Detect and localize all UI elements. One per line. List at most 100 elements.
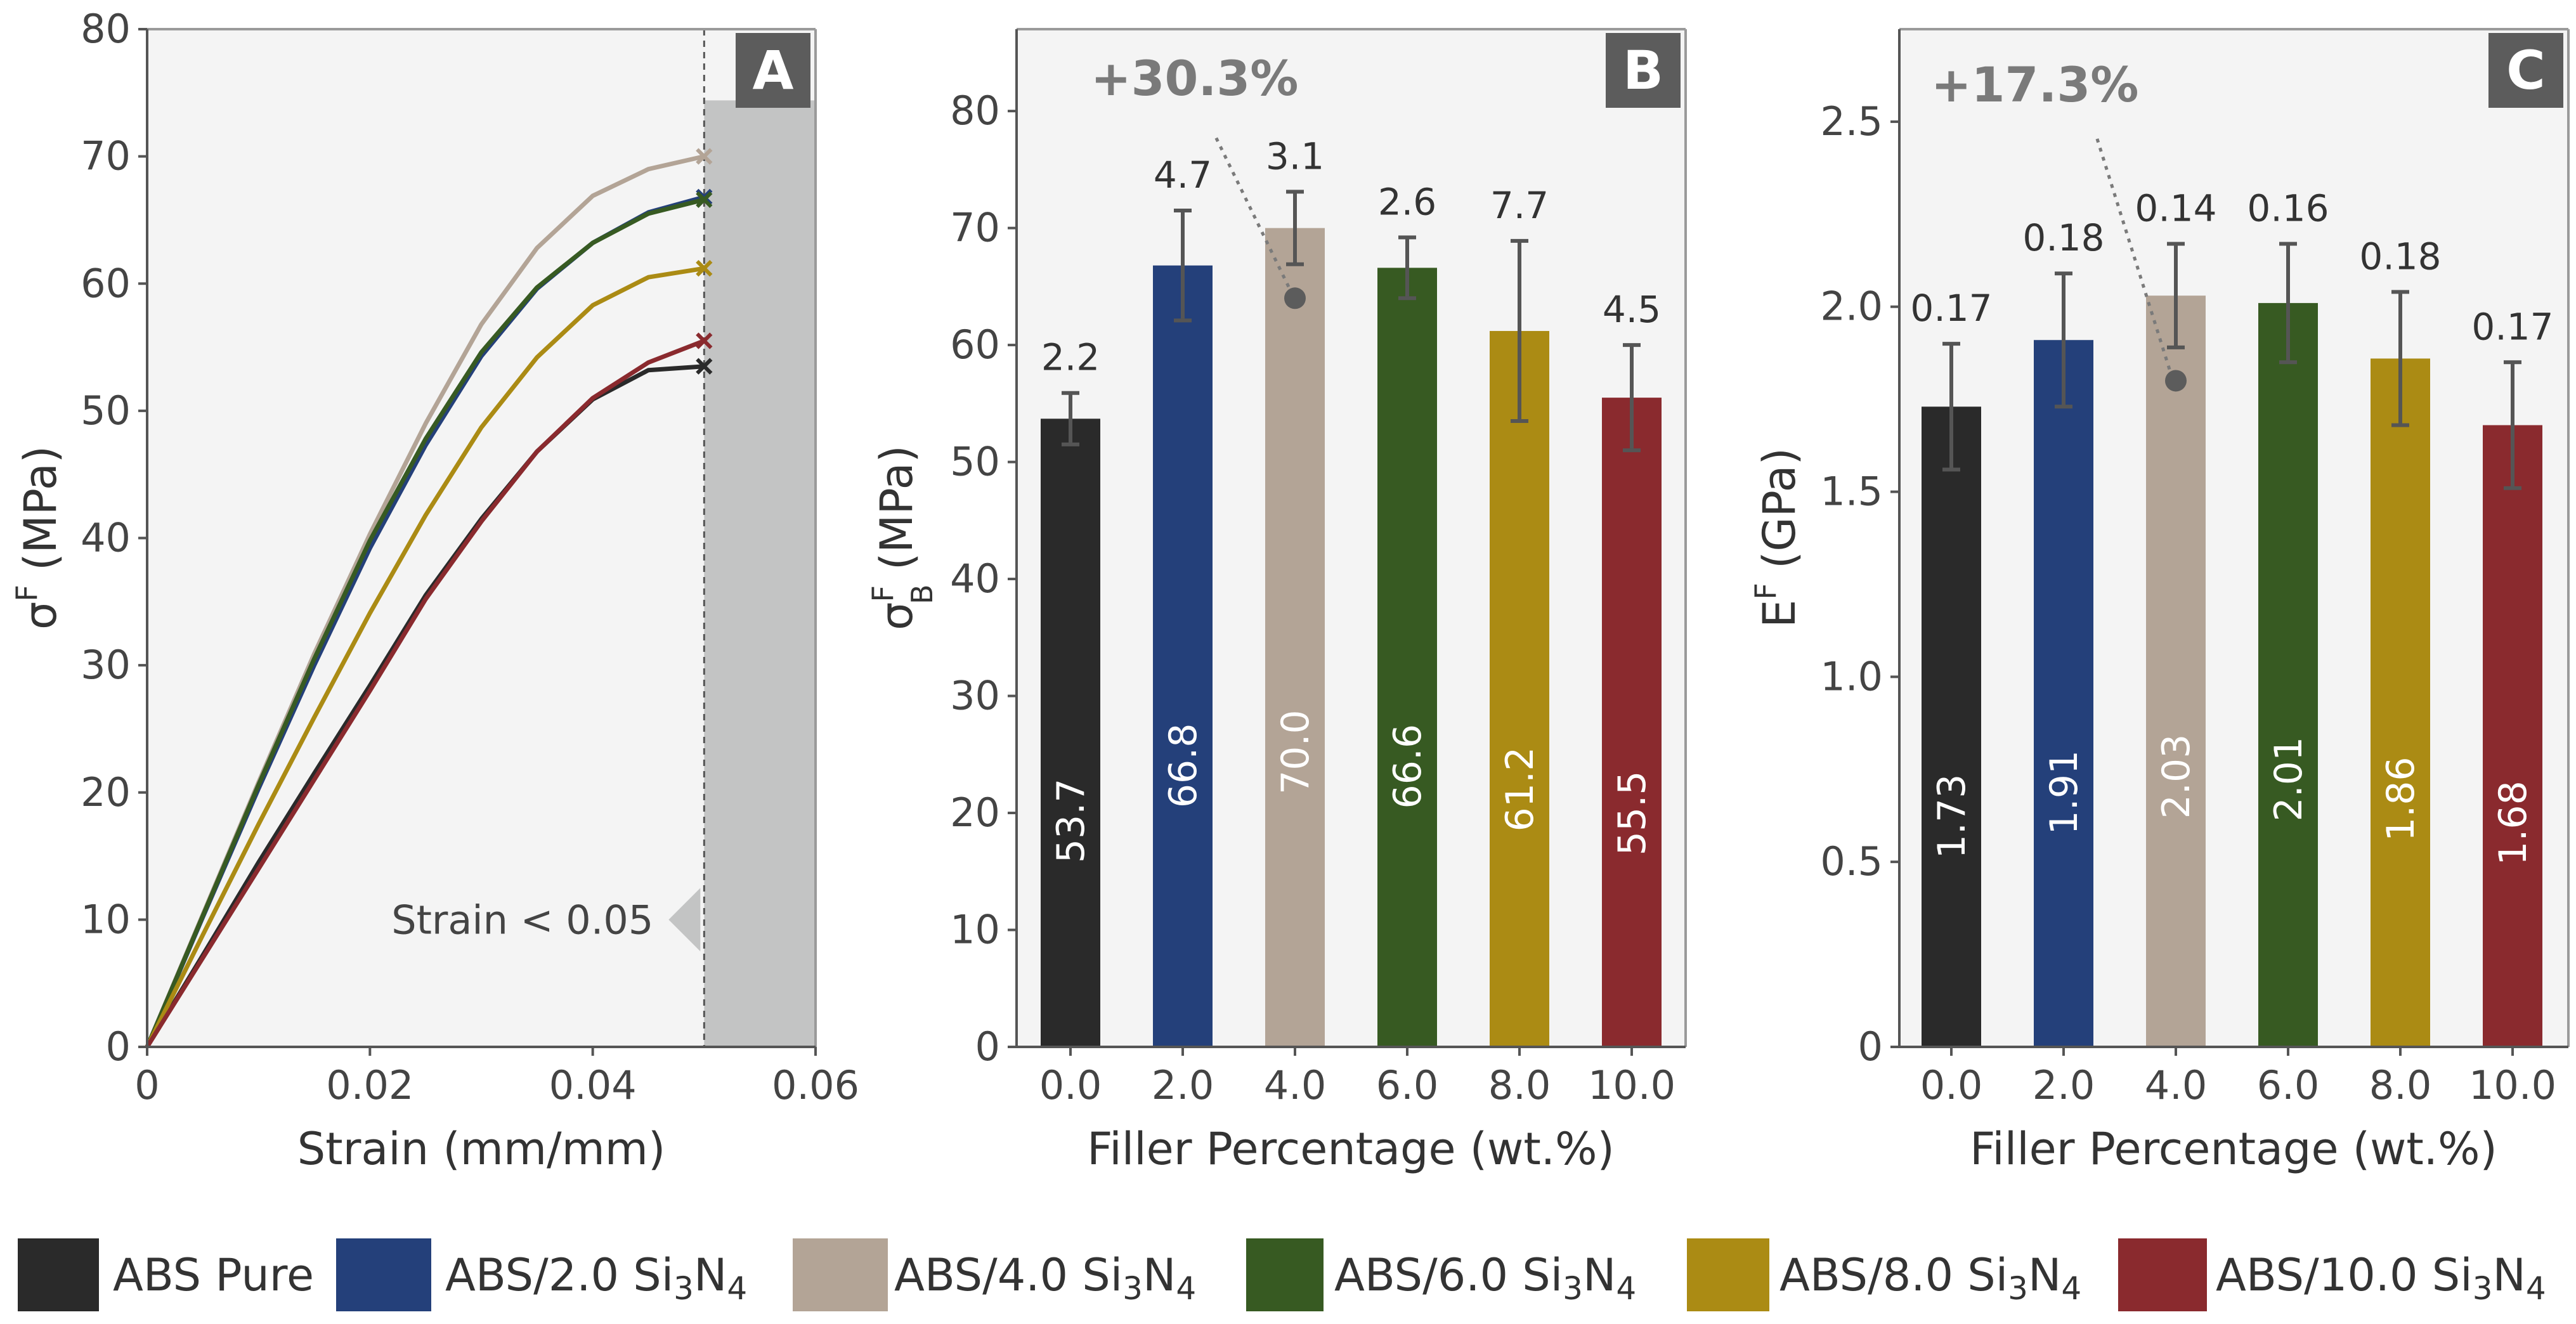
panel-a-axes: 0 10 20 30 40 50 60 70 80 0 0.02 0.04 0.06 [81,6,859,1108]
bar [1602,398,1662,1047]
bar [1153,265,1213,1048]
series-end-marker [696,358,713,375]
error-value-label: 0.18 [2022,216,2104,259]
x-tick-label: 0.04 [549,1062,637,1108]
panel-c-improvement-label: +17.3% [1931,56,2138,113]
x-tick-label: 8.0 [1488,1062,1551,1108]
legend-item-abs-4: ABS/4.0 Si3N4 [793,1238,1196,1311]
panel-a-shaded-region [668,29,816,1048]
legend-text: N [1583,1249,1616,1301]
panel-a-badge-box [736,33,810,108]
error-value-label: 4.7 [1154,153,1212,197]
series-line [145,266,705,1048]
legend-label-abs-2: ABS/2.0 Si3N4 [445,1249,747,1307]
bar [2146,295,2206,1048]
bar-value-label: 1.86 [2379,756,2423,841]
bar-value-label: 1.91 [2042,750,2086,835]
bar-value-label: 2.01 [2267,737,2311,822]
panel-c-axes: 0 0.5 1.0 1.5 2.0 2.5 0.0 2.0 4.0 6.0 8.0 10.0 [1820,28,2570,1108]
bar-value-label: 66.8 [1161,724,1206,808]
bar-value-label: 2.03 [2154,734,2199,819]
panel-a-badge: A [736,33,810,108]
panel-b-improvement-label: +30.3% [1091,50,1298,107]
panel-b-axes: 0 10 20 30 40 50 60 70 80 0.0 2.0 4.0 6.0 8.0 10.0 [950,28,1687,1108]
y-label-unit: (MPa) [871,445,923,584]
panel-a-y-axis-label: σF (MPa) [10,446,67,630]
bar [2371,358,2430,1048]
legend-text: N [1143,1249,1176,1301]
y-tick-label: 1.0 [1820,653,1883,699]
bar [2034,340,2093,1047]
bar [2483,425,2542,1047]
legend-label-abs-8: ABS/8.0 Si3N4 [1779,1249,2081,1307]
legend-subscript: 3 [673,1270,694,1307]
bar [2258,302,2318,1048]
y-tick-label: 30 [950,673,1000,719]
legend-label-abs-6: ABS/6.0 Si3N4 [1334,1249,1636,1307]
legend-text: ABS/8.0 Si [1779,1249,2008,1301]
legend-subscript: 4 [2061,1270,2081,1307]
legend-subscript: 4 [1176,1270,1196,1307]
x-tick-label: 10.0 [2469,1062,2556,1108]
y-tick-label: 1.5 [1820,469,1883,515]
legend-subscript: 3 [2008,1270,2028,1307]
error-value-label: 0.17 [1910,287,1992,330]
y-label-unit: (GPa) [1753,448,1805,583]
y-tick-label: 80 [81,6,131,52]
x-tick-label: 8.0 [2369,1062,2432,1108]
bar-value-label: 1.73 [1930,774,1974,859]
y-tick-label: 10 [81,896,131,942]
error-value-label: 0.17 [2471,305,2553,348]
legend-subscript: 4 [1616,1270,1636,1307]
y-tick-label: 40 [950,555,1000,602]
y-label-superscript: F [1748,583,1783,599]
legend-text: ABS Pure [113,1249,314,1301]
series-line [145,197,705,1048]
y-tick-label: 70 [950,205,1000,251]
y-tick-label: 20 [81,769,131,815]
legend: ABS Pure ABS/2.0 Si3N4 ABS/4.0 Si3N4 ABS… [18,1238,2546,1311]
panel-a-x-axis-label: Strain (mm/mm) [297,1123,666,1175]
panel-b-badge-letter: B [1623,39,1663,101]
legend-text: ABS/2.0 Si [445,1249,673,1301]
panel-b-improvement-marker [1284,287,1306,309]
bar [1265,228,1325,1047]
y-tick-label: 60 [950,321,1000,368]
legend-text: ABS/10.0 Si [2216,1249,2473,1301]
bar-value-label: 1.68 [2491,781,2535,866]
legend-label-abs-pure: ABS Pure [113,1249,314,1301]
panel-b: 53.7 2.2 66.8 4.7 70.0 3.1 66.6 2.6 61.2 7.7 55.5 4… [866,28,1687,1175]
error-value-label: 3.1 [1266,134,1324,178]
y-label-symbol: E [1753,600,1805,628]
error-value-label: 7.7 [1490,184,1549,227]
x-tick-label: 0.0 [1920,1062,1983,1108]
legend-text: N [2493,1249,2526,1301]
error-value-label: 2.6 [1378,180,1436,223]
series-end-marker [696,148,713,165]
y-tick-label: 2.5 [1820,98,1883,145]
x-tick-label: 0.06 [772,1062,859,1108]
panel-b-bars: 53.7 2.2 66.8 4.7 70.0 3.1 66.6 2.6 61.2 7.7 55.5 4… [1041,134,1662,1048]
legend-text: N [2028,1249,2061,1301]
y-tick-label: 0 [975,1023,1000,1070]
x-tick-label: 10.0 [1588,1062,1675,1108]
legend-swatch-abs-8 [1687,1238,1769,1311]
x-tick-label: 0.0 [1039,1062,1102,1108]
error-value-label: 0.16 [2247,187,2329,230]
panel-c-badge: C [2488,33,2563,108]
series-end-marker [696,191,713,208]
panel-b-badge-box [1606,33,1681,108]
legend-label-abs-10: ABS/10.0 Si3N4 [2216,1249,2546,1307]
panel-b-x-axis-label: Filler Percentage (wt.%) [1087,1123,1615,1175]
legend-item-abs-6: ABS/6.0 Si3N4 [1246,1238,1636,1311]
legend-label-abs-4: ABS/4.0 Si3N4 [894,1249,1196,1307]
panel-b-badge: B [1606,33,1681,108]
series-end-marker [696,260,713,277]
legend-swatch-abs-2 [336,1238,431,1311]
bar-value-label: 66.6 [1386,724,1430,809]
x-tick-label: 2.0 [2033,1062,2095,1108]
y-tick-label: 0 [1858,1023,1883,1070]
legend-swatch-abs-6 [1246,1238,1324,1311]
error-value-label: 2.2 [1041,336,1100,379]
